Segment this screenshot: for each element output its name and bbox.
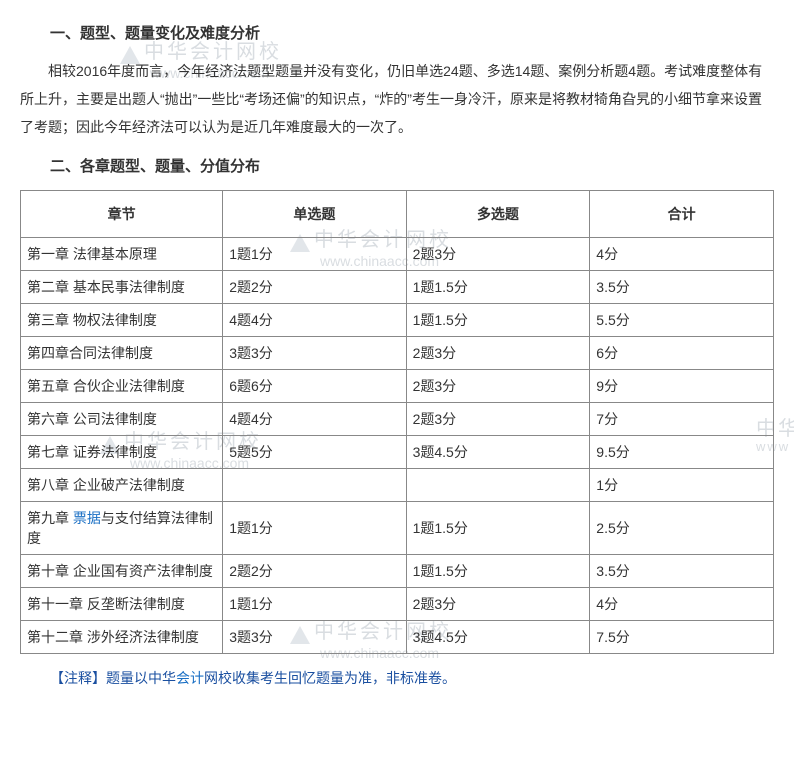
section-heading-2: 二、各章题型、题量、分值分布 — [50, 155, 774, 176]
table-row: 第三章 物权法律制度 4题4分1题1.5分5.5分 — [21, 304, 774, 337]
chapter-text: 第九章 — [27, 510, 73, 526]
cell-chapter: 第四章合同法律制度 — [21, 337, 223, 370]
cell-single: 2题2分 — [223, 555, 406, 588]
cell-single: 2题2分 — [223, 271, 406, 304]
cell-total: 7.5分 — [590, 621, 774, 654]
chapter-link[interactable]: 票据 — [73, 510, 101, 526]
col-header-chapter: 章节 — [21, 191, 223, 238]
cell-total: 4分 — [590, 588, 774, 621]
section-heading-1: 一、题型、题量变化及难度分析 — [50, 22, 774, 43]
chapter-text: 第三章 物权法律制度 — [27, 312, 157, 328]
cell-chapter: 第十一章 反垄断法律制度 — [21, 588, 223, 621]
cell-chapter: 第七章 证券法律制度 — [21, 436, 223, 469]
cell-total: 3.5分 — [590, 271, 774, 304]
cell-multi: 1题1.5分 — [406, 271, 590, 304]
col-header-single: 单选题 — [223, 191, 406, 238]
cell-multi: 1题1.5分 — [406, 555, 590, 588]
chapter-text: 第五章 合伙企业法律制度 — [27, 378, 185, 394]
cell-single: 4题4分 — [223, 304, 406, 337]
chapter-text: 第二章 基本民事法律制度 — [27, 279, 185, 295]
cell-multi — [406, 469, 590, 502]
cell-single: 6题6分 — [223, 370, 406, 403]
footnote-link-accounting[interactable]: 会计 — [176, 670, 204, 686]
table-row: 第一章 法律基本原理 1题1分2题3分4分 — [21, 238, 774, 271]
cell-multi: 2题3分 — [406, 403, 590, 436]
col-header-multi: 多选题 — [406, 191, 590, 238]
cell-multi: 2题3分 — [406, 370, 590, 403]
col-header-total: 合计 — [590, 191, 774, 238]
analysis-paragraph: 相较2016年度而言，今年经济法题型题量并没有变化，仍旧单选24题、多选14题、… — [20, 57, 774, 141]
cell-multi: 3题4.5分 — [406, 436, 590, 469]
cell-total: 3.5分 — [590, 555, 774, 588]
cell-single: 3题3分 — [223, 621, 406, 654]
cell-chapter: 第二章 基本民事法律制度 — [21, 271, 223, 304]
cell-chapter: 第八章 企业破产法律制度 — [21, 469, 223, 502]
footnote: 【注释】题量以中华会计网校收集考生回忆题量为准，非标准卷。 — [50, 668, 774, 688]
cell-total: 2.5分 — [590, 502, 774, 555]
table-header-row: 章节 单选题 多选题 合计 — [21, 191, 774, 238]
table-row: 第十章 企业国有资产法律制度 2题2分1题1.5分3.5分 — [21, 555, 774, 588]
cell-single: 4题4分 — [223, 403, 406, 436]
cell-chapter: 第一章 法律基本原理 — [21, 238, 223, 271]
table-row: 第四章合同法律制度 3题3分2题3分6分 — [21, 337, 774, 370]
score-distribution-table: 章节 单选题 多选题 合计 第一章 法律基本原理1题1分2题3分4分第二章 基本… — [20, 190, 774, 654]
cell-chapter: 第十二章 涉外经济法律制度 — [21, 621, 223, 654]
chapter-text: 第十章 企业国有资产法律制度 — [27, 563, 213, 579]
chapter-text: 第八章 企业破产法律制度 — [27, 477, 185, 493]
chapter-text: 第六章 公司法律制度 — [27, 411, 157, 427]
cell-total: 7分 — [590, 403, 774, 436]
table-row: 第二章 基本民事法律制度 2题2分1题1.5分3.5分 — [21, 271, 774, 304]
cell-single: 1题1分 — [223, 502, 406, 555]
footnote-pre: 题量以中华 — [106, 670, 176, 686]
table-row: 第九章 票据与支付结算法律制度1题1分1题1.5分2.5分 — [21, 502, 774, 555]
cell-single: 1题1分 — [223, 238, 406, 271]
cell-total: 9分 — [590, 370, 774, 403]
cell-multi: 2题3分 — [406, 588, 590, 621]
cell-total: 6分 — [590, 337, 774, 370]
cell-total: 4分 — [590, 238, 774, 271]
cell-single: 5题5分 — [223, 436, 406, 469]
table-row: 第五章 合伙企业法律制度 6题6分2题3分9分 — [21, 370, 774, 403]
table-row: 第十一章 反垄断法律制度 1题1分2题3分4分 — [21, 588, 774, 621]
cell-multi: 1题1.5分 — [406, 304, 590, 337]
cell-multi: 2题3分 — [406, 337, 590, 370]
cell-chapter: 第六章 公司法律制度 — [21, 403, 223, 436]
cell-chapter: 第十章 企业国有资产法律制度 — [21, 555, 223, 588]
cell-chapter: 第九章 票据与支付结算法律制度 — [21, 502, 223, 555]
footnote-label: 【注释】 — [50, 670, 106, 686]
cell-multi: 2题3分 — [406, 238, 590, 271]
cell-total: 5.5分 — [590, 304, 774, 337]
cell-chapter: 第三章 物权法律制度 — [21, 304, 223, 337]
chapter-text: 第四章合同法律制度 — [27, 345, 153, 361]
table-row: 第十二章 涉外经济法律制度 3题3分3题4.5分7.5分 — [21, 621, 774, 654]
cell-single — [223, 469, 406, 502]
cell-single: 3题3分 — [223, 337, 406, 370]
cell-total: 1分 — [590, 469, 774, 502]
cell-multi: 1题1.5分 — [406, 502, 590, 555]
table-row: 第八章 企业破产法律制度 1分 — [21, 469, 774, 502]
table-row: 第七章 证券法律制度 5题5分3题4.5分9.5分 — [21, 436, 774, 469]
table-row: 第六章 公司法律制度 4题4分2题3分7分 — [21, 403, 774, 436]
chapter-text: 第十二章 涉外经济法律制度 — [27, 629, 199, 645]
chapter-text: 第十一章 反垄断法律制度 — [27, 596, 185, 612]
cell-total: 9.5分 — [590, 436, 774, 469]
footnote-post: 网校收集考生回忆题量为准，非标准卷。 — [204, 670, 456, 686]
cell-single: 1题1分 — [223, 588, 406, 621]
chapter-text: 第一章 法律基本原理 — [27, 246, 157, 262]
cell-chapter: 第五章 合伙企业法律制度 — [21, 370, 223, 403]
cell-multi: 3题4.5分 — [406, 621, 590, 654]
chapter-text: 第七章 证券法律制度 — [27, 444, 157, 460]
